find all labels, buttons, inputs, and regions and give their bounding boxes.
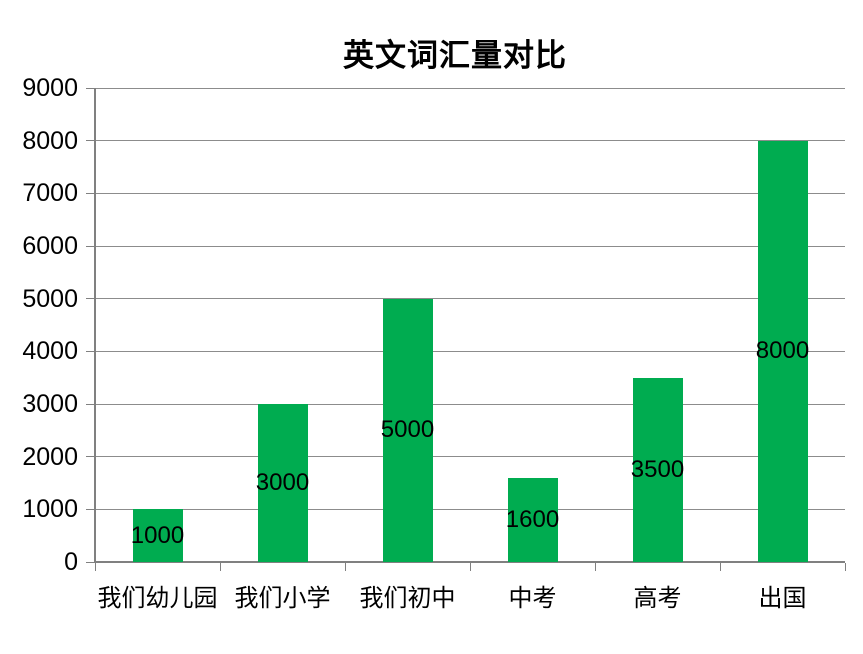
x-axis-tick bbox=[594, 563, 596, 571]
y-axis-tick bbox=[86, 298, 94, 300]
y-axis-tick bbox=[86, 87, 94, 89]
y-axis-label: 4000 bbox=[22, 337, 78, 366]
y-axis-label: 5000 bbox=[22, 284, 78, 313]
category-label: 我们小学 bbox=[234, 584, 331, 612]
y-axis-label: 1000 bbox=[22, 495, 78, 524]
category-label: 我们幼儿园 bbox=[97, 584, 218, 612]
gridline bbox=[95, 403, 845, 405]
y-axis-tick bbox=[86, 245, 94, 247]
y-axis-tick bbox=[86, 350, 94, 352]
y-axis-line bbox=[94, 88, 96, 562]
bar-data-label: 1000 bbox=[130, 521, 185, 549]
bar bbox=[632, 377, 683, 562]
y-axis-tick bbox=[86, 403, 94, 405]
bar bbox=[757, 140, 808, 562]
gridline bbox=[95, 508, 845, 510]
x-axis-tick bbox=[94, 563, 96, 571]
y-axis-tick bbox=[86, 140, 94, 142]
bar-data-label: 5000 bbox=[380, 416, 435, 444]
y-axis-label: 6000 bbox=[22, 232, 78, 260]
category-label: 出国 bbox=[758, 584, 807, 612]
gridline bbox=[95, 87, 845, 89]
x-axis-tick bbox=[469, 563, 471, 571]
category-label: 我们初中 bbox=[359, 584, 456, 612]
bar bbox=[507, 477, 558, 562]
gridline bbox=[95, 140, 845, 142]
category-label: 高考 bbox=[633, 584, 682, 612]
x-axis-tick bbox=[219, 563, 221, 571]
x-axis-tick bbox=[844, 563, 846, 571]
category-label: 中考 bbox=[508, 584, 557, 612]
y-axis-label: 8000 bbox=[22, 126, 78, 155]
y-axis-tick bbox=[86, 456, 94, 458]
gridline bbox=[95, 350, 845, 352]
bar-data-label: 1600 bbox=[505, 505, 560, 533]
bar bbox=[382, 298, 433, 562]
bar bbox=[257, 404, 308, 562]
y-axis-label: 3000 bbox=[22, 390, 78, 418]
y-axis-label: 7000 bbox=[22, 179, 78, 208]
x-axis-line bbox=[94, 561, 845, 563]
gridline bbox=[95, 245, 845, 247]
bar bbox=[132, 509, 183, 562]
bar-data-label: 3000 bbox=[255, 469, 310, 496]
y-axis-label: 9000 bbox=[22, 74, 78, 102]
chart-title: 英文词汇量对比 bbox=[343, 38, 567, 74]
x-axis-tick bbox=[719, 563, 721, 571]
y-axis-tick bbox=[86, 192, 94, 194]
bar-data-label: 3500 bbox=[630, 455, 685, 483]
bar-data-label: 8000 bbox=[755, 337, 810, 365]
y-axis-tick bbox=[86, 561, 94, 563]
y-axis-label: 0 bbox=[64, 548, 78, 576]
gridline bbox=[95, 298, 845, 300]
gridline bbox=[95, 192, 845, 194]
y-axis-label: 2000 bbox=[22, 442, 78, 471]
x-axis-tick bbox=[344, 563, 346, 571]
gridline bbox=[95, 456, 845, 458]
y-axis-tick bbox=[86, 508, 94, 510]
